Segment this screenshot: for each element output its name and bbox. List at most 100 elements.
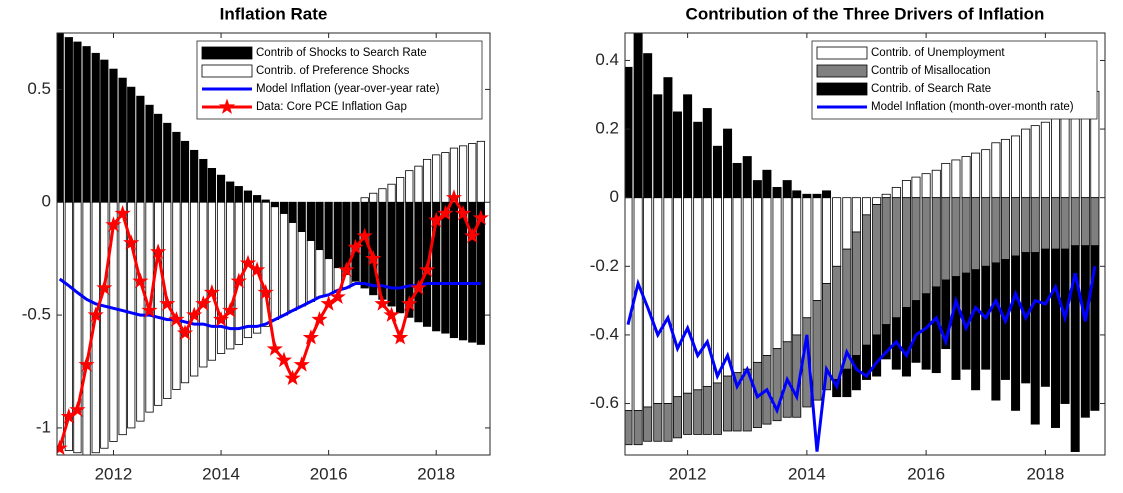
bar <box>1000 197 1010 260</box>
bar <box>901 197 911 308</box>
bar <box>683 197 693 394</box>
bar <box>861 197 871 216</box>
bar <box>270 206 279 320</box>
bar <box>921 173 931 199</box>
bar <box>1051 197 1061 250</box>
y-tick-label: 0.4 <box>595 50 619 69</box>
bar <box>243 190 253 203</box>
star-marker <box>275 351 293 368</box>
star-marker <box>383 306 400 322</box>
bar <box>1030 197 1040 253</box>
bar <box>802 193 812 199</box>
legend-swatch <box>816 46 868 60</box>
plot-frame <box>624 32 1106 456</box>
legend-marker <box>218 98 236 114</box>
star-marker <box>284 369 301 386</box>
bar <box>333 201 342 269</box>
bar <box>154 113 163 203</box>
bar <box>822 190 832 199</box>
star-marker <box>168 311 185 327</box>
x-tick-label: 2014 <box>788 464 826 483</box>
bar <box>742 156 752 199</box>
panel: Contribution of the Three Drivers of Inf… <box>590 4 1106 483</box>
bar <box>405 170 414 203</box>
bar <box>476 140 485 203</box>
bar <box>1021 197 1031 253</box>
bar <box>732 162 742 199</box>
bar <box>270 201 279 208</box>
bar <box>145 104 154 203</box>
bar <box>279 213 289 316</box>
bar <box>712 382 722 435</box>
bar <box>216 174 226 203</box>
bar <box>1000 138 1010 199</box>
bar <box>842 368 852 398</box>
bar <box>441 201 450 334</box>
bar <box>653 94 663 199</box>
bar <box>653 403 663 442</box>
bar <box>190 149 199 203</box>
bar <box>226 201 235 350</box>
y-tick-label: 0 <box>42 192 51 211</box>
bar <box>861 214 871 346</box>
bar <box>633 197 643 411</box>
bar <box>180 201 190 384</box>
bar <box>971 152 981 199</box>
star-marker <box>266 340 283 356</box>
bar <box>449 147 459 203</box>
star-marker <box>418 261 436 277</box>
star-marker <box>222 302 239 318</box>
star-marker <box>445 189 463 205</box>
legend-label: Contrib. of Preference Shocks <box>256 65 410 77</box>
bar <box>851 231 861 356</box>
bar <box>911 197 921 302</box>
bar <box>812 193 822 199</box>
bar <box>91 52 100 203</box>
bar <box>315 201 324 251</box>
bar <box>1030 252 1040 425</box>
bar <box>369 192 378 203</box>
bar <box>981 149 991 199</box>
star-marker <box>78 356 95 372</box>
bar <box>872 197 882 205</box>
legend: Contrib of Shocks to Search Rate Contrib.… <box>196 40 483 120</box>
bar <box>931 286 941 374</box>
bar <box>782 180 792 199</box>
bar <box>118 201 127 436</box>
bar <box>693 121 703 199</box>
legend: Contrib. of Unemployment Contrib of Misal… <box>811 40 1098 120</box>
bar <box>1030 125 1040 199</box>
bar <box>378 188 387 203</box>
bar <box>207 168 217 203</box>
bar <box>441 152 450 203</box>
bar <box>702 385 712 435</box>
bar <box>234 186 243 203</box>
bar <box>1011 255 1021 411</box>
star-marker <box>257 283 274 300</box>
bar <box>261 201 270 327</box>
bar <box>190 201 199 377</box>
x-tick-label: 2018 <box>417 464 455 483</box>
star-marker <box>356 227 373 244</box>
bar <box>315 249 324 298</box>
bar <box>663 197 673 404</box>
bar <box>1070 197 1080 247</box>
bar <box>672 197 682 398</box>
bar <box>961 156 971 199</box>
bar <box>683 392 693 435</box>
legend-label: Model Inflation (year-over-year rate) <box>256 83 440 95</box>
bar <box>742 197 752 370</box>
bar <box>653 197 663 404</box>
bar <box>324 258 333 296</box>
star-marker <box>239 254 257 271</box>
bar <box>832 197 842 267</box>
bar <box>306 201 315 242</box>
bar <box>422 158 432 203</box>
bar <box>991 262 1001 401</box>
y-tick-label: -0.2 <box>590 256 619 275</box>
bar <box>387 183 396 203</box>
bar <box>136 201 145 422</box>
bar <box>643 53 653 199</box>
